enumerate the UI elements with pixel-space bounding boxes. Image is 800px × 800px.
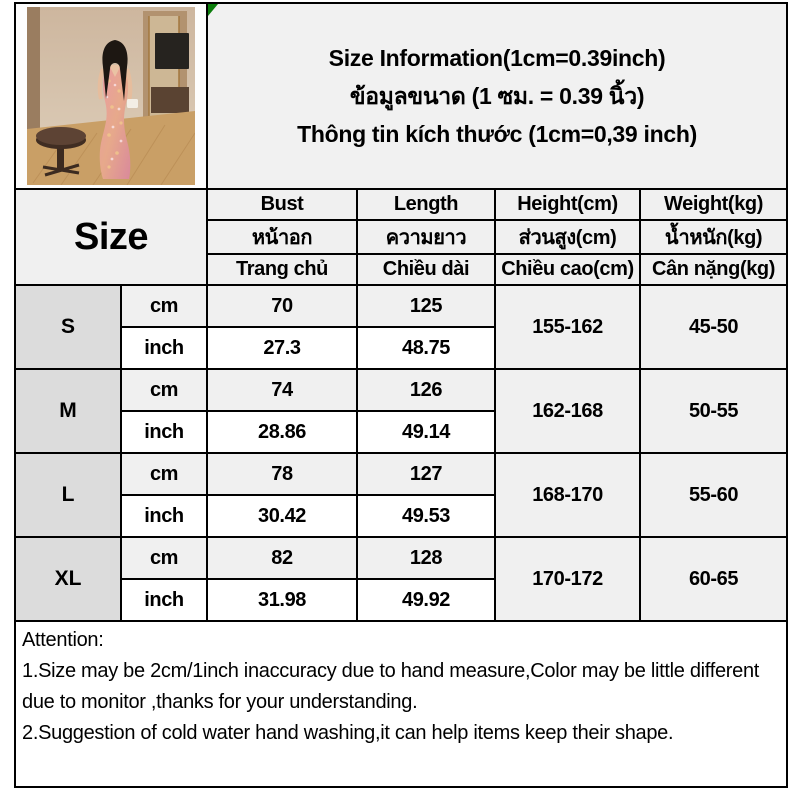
cell-l-length-cm: 127 xyxy=(356,452,496,496)
stool-shape xyxy=(36,127,86,177)
cell-m-length-cm: 126 xyxy=(356,368,496,412)
model-shape xyxy=(97,40,138,179)
attention-note-cell: Attention: 1.Size may be 2cm/1inch inacc… xyxy=(13,620,789,788)
cell-m-length-inch: 49.14 xyxy=(356,410,496,454)
product-photo xyxy=(27,7,195,185)
unit-label-cm: cm xyxy=(120,536,208,580)
product-photo-cell xyxy=(14,2,208,190)
title-vietnamese: Thông tin kích thước (1cm=0,39 inch) xyxy=(297,121,697,147)
header-weight-th: น้ำหนัก(kg) xyxy=(638,219,789,255)
size-label-s: S xyxy=(14,284,122,370)
cell-l-length-inch: 49.53 xyxy=(356,494,496,538)
cell-m-weight: 50-55 xyxy=(638,368,789,454)
header-bust-vi: Trang chủ xyxy=(206,253,358,286)
size-corner-label: Size xyxy=(14,188,208,286)
cell-xl-length-inch: 49.92 xyxy=(356,578,496,622)
attention-heading: Attention: xyxy=(22,629,104,651)
title-thai: ข้อมูลขนาด (1 ซม. = 0.39 นิ้ว) xyxy=(349,83,645,109)
unit-label-cm: cm xyxy=(120,368,208,412)
header-bust-en: Bust xyxy=(206,188,358,221)
cell-xl-bust-cm: 82 xyxy=(206,536,358,580)
header-length-en: Length xyxy=(356,188,496,221)
cell-xl-height: 170-172 xyxy=(494,536,641,622)
cell-m-bust-cm: 74 xyxy=(206,368,358,412)
title-english: Size Information(1cm=0.39inch) xyxy=(328,45,666,71)
unit-label-cm: cm xyxy=(120,284,208,328)
cell-l-bust-cm: 78 xyxy=(206,452,358,496)
header-weight-en: Weight(kg) xyxy=(638,188,789,221)
cell-m-height: 162-168 xyxy=(494,368,641,454)
header-length-th: ความยาว xyxy=(356,219,496,255)
size-label-l: L xyxy=(14,452,122,538)
header-height-en: Height(cm) xyxy=(494,188,641,221)
cell-s-length-cm: 125 xyxy=(356,284,496,328)
unit-label-inch: inch xyxy=(120,578,208,622)
attention-line-1: 1.Size may be 2cm/1inch inaccuracy due t… xyxy=(22,660,760,713)
cell-xl-length-cm: 128 xyxy=(356,536,496,580)
cell-l-weight: 55-60 xyxy=(638,452,789,538)
cell-xl-bust-inch: 31.98 xyxy=(206,578,358,622)
cell-s-bust-cm: 70 xyxy=(206,284,358,328)
size-info-sheet: Size Information(1cm=0.39inch) ข้อมูลขนา… xyxy=(13,2,789,788)
unit-label-cm: cm xyxy=(120,452,208,496)
product-photo-illustration xyxy=(27,7,195,185)
unit-label-inch: inch xyxy=(120,410,208,454)
header-length-vi: Chiều dài xyxy=(356,253,496,286)
unit-label-inch: inch xyxy=(120,494,208,538)
cell-l-height: 168-170 xyxy=(494,452,641,538)
size-label-m: M xyxy=(14,368,122,454)
cell-xl-weight: 60-65 xyxy=(638,536,789,622)
cell-s-length-inch: 48.75 xyxy=(356,326,496,370)
cell-m-bust-inch: 28.86 xyxy=(206,410,358,454)
header-height-vi: Chiều cao(cm) xyxy=(494,253,641,286)
cell-l-bust-inch: 30.42 xyxy=(206,494,358,538)
size-label-xl: XL xyxy=(14,536,122,622)
green-corner-marker xyxy=(209,5,218,16)
cell-s-height: 155-162 xyxy=(494,284,641,370)
title-cell: Size Information(1cm=0.39inch) ข้อมูลขนา… xyxy=(205,2,789,190)
cell-s-bust-inch: 27.3 xyxy=(206,326,358,370)
cell-s-weight: 45-50 xyxy=(638,284,789,370)
header-bust-th: หน้าอก xyxy=(206,219,358,255)
header-weight-vi: Cân nặng(kg) xyxy=(638,253,789,286)
unit-label-inch: inch xyxy=(120,326,208,370)
header-height-th: ส่วนสูง(cm) xyxy=(494,219,641,255)
attention-line-2: 2.Suggestion of cold water hand washing,… xyxy=(22,722,674,744)
